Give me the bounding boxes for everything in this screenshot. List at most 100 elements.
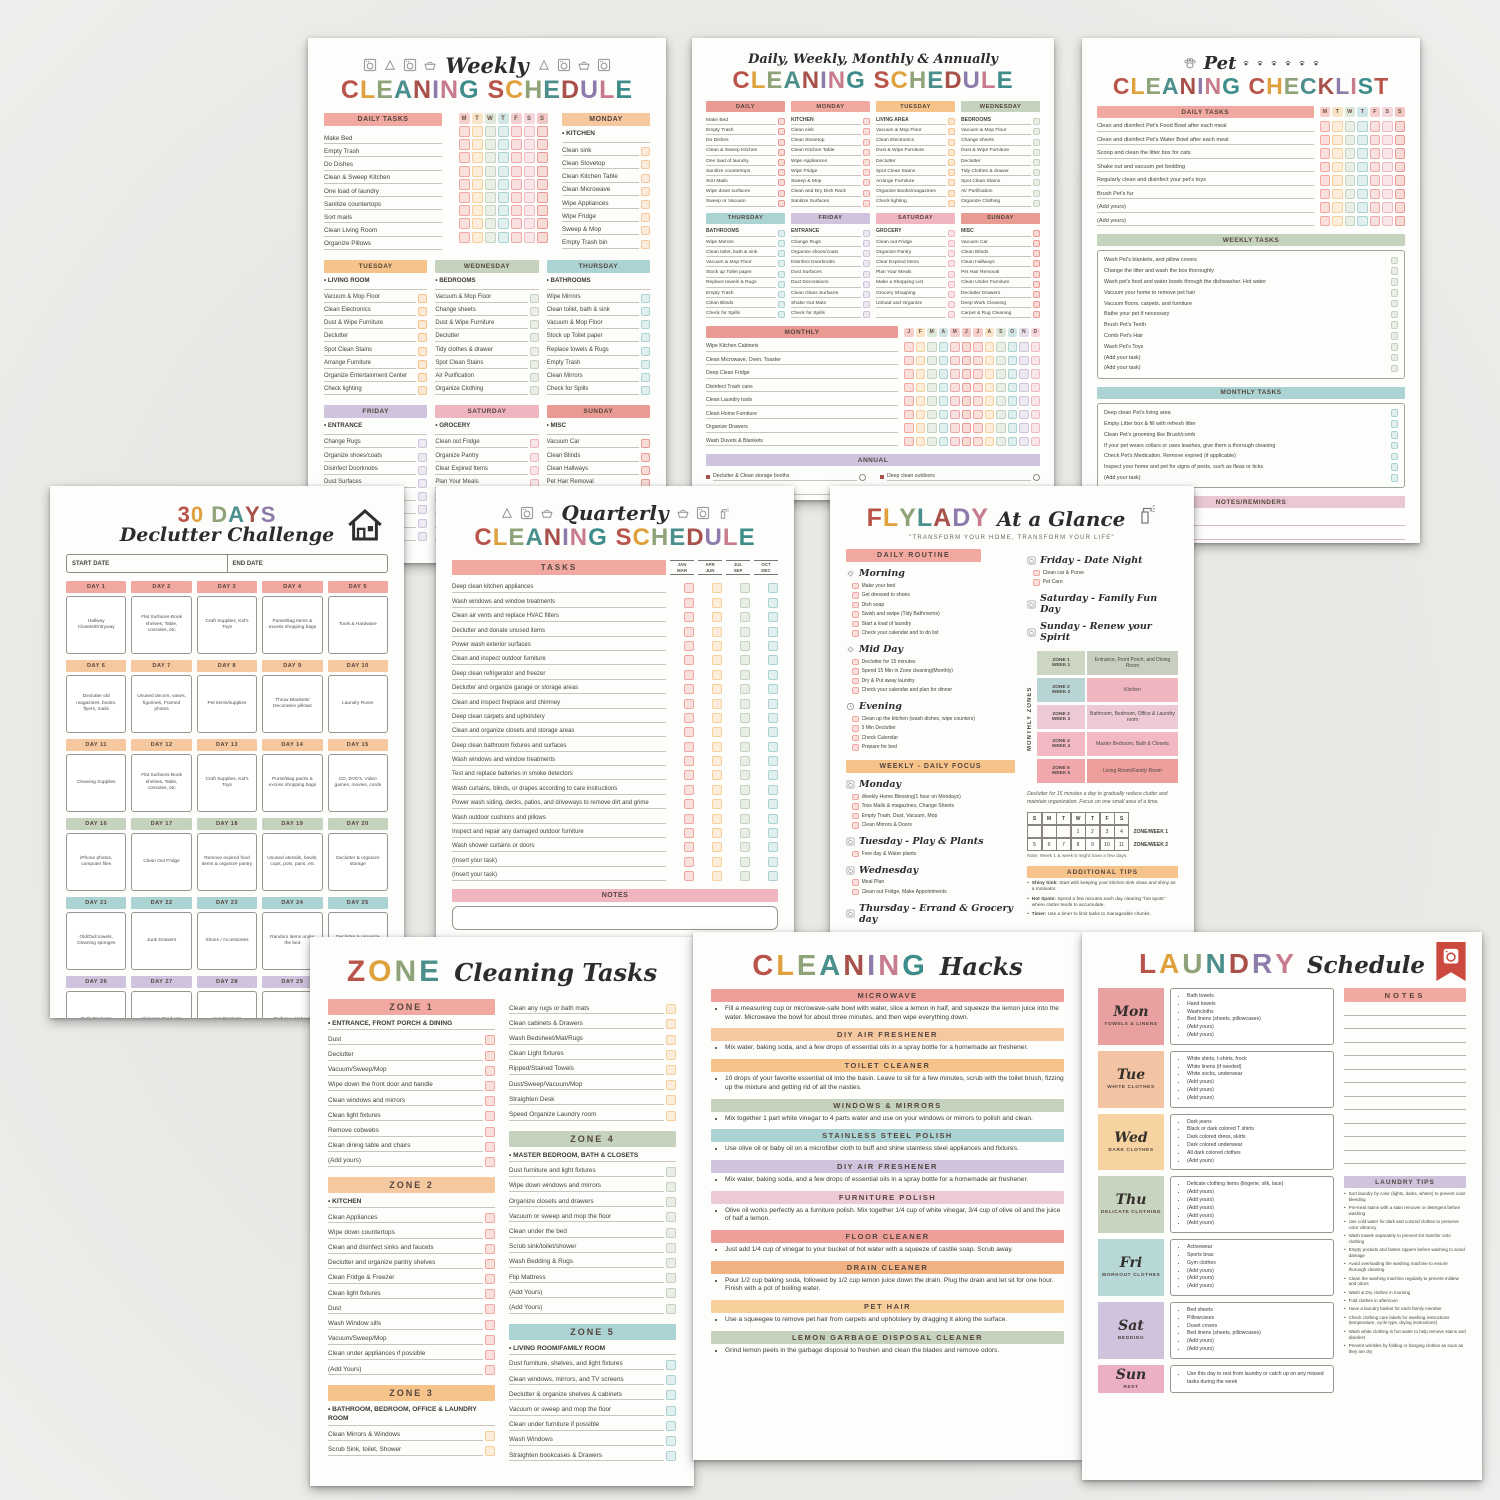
checkbox[interactable] (510, 152, 522, 164)
checkbox[interactable] (1390, 321, 1398, 329)
checkbox[interactable] (1319, 202, 1330, 213)
checkbox[interactable] (863, 158, 870, 166)
checkbox[interactable] (471, 139, 483, 151)
checkbox[interactable] (1007, 409, 1017, 420)
checkbox[interactable] (666, 1212, 676, 1223)
checkbox[interactable] (1390, 278, 1398, 286)
checkbox[interactable] (1390, 343, 1398, 351)
checkbox[interactable] (1319, 134, 1330, 145)
checkbox[interactable] (863, 128, 870, 136)
checkbox[interactable] (418, 333, 428, 343)
checkbox[interactable] (1382, 188, 1393, 199)
checkbox[interactable] (712, 684, 722, 695)
checkbox[interactable] (712, 741, 722, 752)
checkbox[interactable] (485, 1258, 495, 1269)
checkbox[interactable] (740, 770, 750, 781)
checkbox[interactable] (1033, 158, 1040, 166)
checkbox[interactable] (915, 342, 925, 352)
end-date-field[interactable]: END DATE (232, 560, 263, 567)
checkbox[interactable] (712, 597, 722, 608)
checkbox[interactable] (484, 126, 496, 137)
checkbox[interactable] (418, 531, 428, 541)
checkbox[interactable] (938, 342, 948, 352)
checkbox[interactable] (666, 1034, 676, 1045)
checkbox[interactable] (1319, 175, 1330, 186)
checkbox[interactable] (712, 770, 722, 781)
checkbox[interactable] (852, 582, 859, 589)
checkbox[interactable] (852, 744, 859, 751)
checkbox[interactable] (1030, 355, 1040, 366)
checkbox[interactable] (927, 355, 937, 366)
checkbox[interactable] (485, 1304, 495, 1315)
checkbox[interactable] (640, 373, 650, 382)
checkbox[interactable] (961, 436, 971, 447)
checkbox[interactable] (529, 465, 539, 475)
checkbox[interactable] (418, 293, 428, 303)
checkbox[interactable] (740, 828, 750, 839)
checkbox[interactable] (418, 478, 428, 488)
checkbox[interactable] (666, 1451, 676, 1462)
checkbox[interactable] (1033, 569, 1040, 576)
checkbox[interactable] (996, 369, 1006, 379)
checkbox[interactable] (529, 293, 539, 303)
checkbox[interactable] (458, 126, 470, 137)
checkbox[interactable] (1030, 382, 1040, 393)
checkbox[interactable] (523, 191, 535, 203)
checkbox[interactable] (1033, 118, 1040, 126)
checkbox[interactable] (740, 813, 750, 824)
checkbox[interactable] (523, 139, 535, 151)
checkbox[interactable] (641, 147, 650, 157)
checkbox[interactable] (1030, 369, 1040, 379)
checkbox[interactable] (863, 138, 870, 146)
checkbox[interactable] (948, 118, 955, 126)
checkbox[interactable] (536, 205, 548, 217)
checkbox[interactable] (485, 1035, 495, 1046)
checkbox[interactable] (684, 583, 694, 594)
checkbox[interactable] (484, 178, 496, 190)
checkbox[interactable] (1030, 409, 1040, 420)
checkbox[interactable] (1390, 256, 1398, 265)
checkbox[interactable] (712, 799, 722, 810)
checkbox[interactable] (927, 382, 937, 393)
checkbox[interactable] (1394, 134, 1405, 145)
checkbox[interactable] (778, 128, 785, 136)
checkbox[interactable] (984, 409, 994, 420)
checkbox[interactable] (1344, 188, 1355, 199)
checkbox[interactable] (712, 698, 722, 709)
checkbox[interactable] (640, 346, 650, 356)
notes-line[interactable] (1344, 1124, 1466, 1137)
checkbox[interactable] (666, 1288, 676, 1299)
checkbox[interactable] (740, 684, 750, 695)
checkbox[interactable] (778, 148, 785, 156)
checkbox[interactable] (961, 396, 971, 406)
checkbox[interactable] (712, 626, 722, 637)
checkbox[interactable] (471, 205, 483, 217)
checkbox[interactable] (1332, 188, 1343, 199)
checkbox[interactable] (961, 409, 971, 420)
checkbox[interactable] (852, 611, 859, 618)
checkbox[interactable] (948, 240, 955, 248)
checkbox[interactable] (973, 369, 983, 379)
checkbox[interactable] (536, 191, 548, 203)
checkbox[interactable] (1394, 202, 1405, 213)
checkbox[interactable] (984, 436, 994, 447)
checkbox[interactable] (684, 612, 694, 623)
checkbox[interactable] (740, 669, 750, 680)
checkbox[interactable] (684, 684, 694, 695)
checkbox[interactable] (1033, 291, 1040, 298)
checkbox[interactable] (666, 1420, 676, 1431)
checkbox[interactable] (536, 178, 548, 190)
checkbox[interactable] (1390, 299, 1398, 308)
checkbox[interactable] (485, 1274, 495, 1285)
checkbox[interactable] (927, 409, 937, 420)
checkbox[interactable] (471, 191, 483, 203)
checkbox[interactable] (778, 118, 785, 126)
checkbox[interactable] (740, 640, 750, 651)
checkbox[interactable] (950, 382, 960, 393)
checkbox[interactable] (778, 301, 785, 309)
checkbox[interactable] (768, 597, 778, 608)
checkbox[interactable] (485, 1350, 495, 1360)
checkbox[interactable] (984, 369, 994, 379)
checkbox[interactable] (510, 165, 522, 177)
checkbox[interactable] (666, 1375, 676, 1386)
